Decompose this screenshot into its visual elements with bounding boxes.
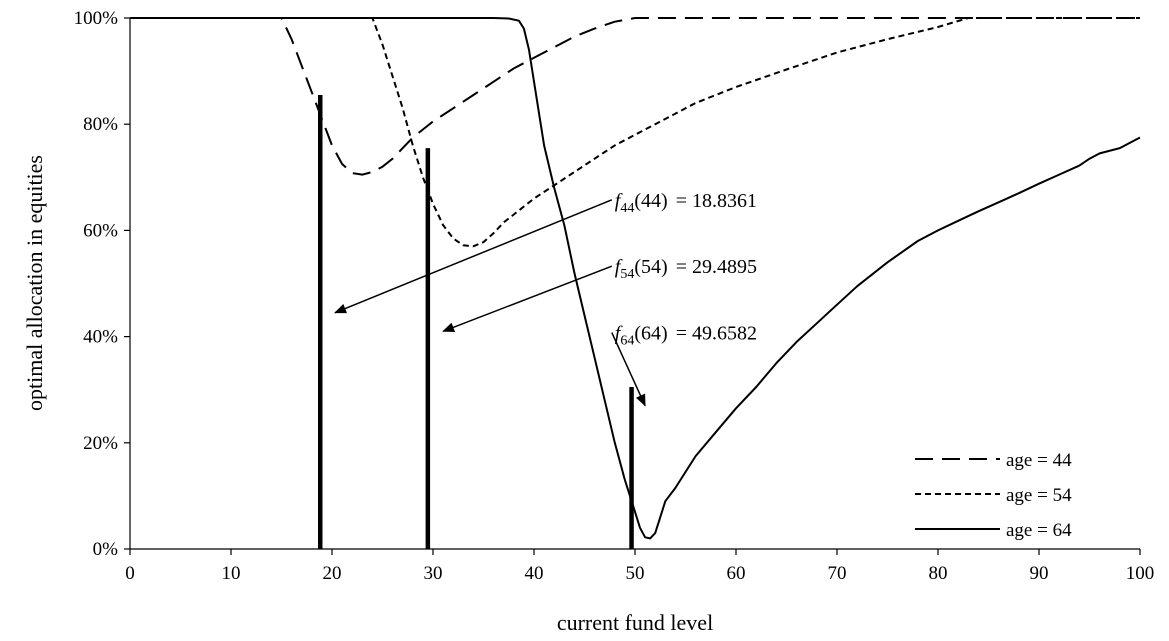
x-tick-label: 80 (929, 563, 948, 584)
y-tick-label: 0% (93, 539, 119, 560)
legend-label-age-44: age = 44 (1006, 450, 1072, 471)
y-ticks: 0% 20% 40% 60% 80% 100% (74, 8, 130, 560)
y-tick-label: 20% (83, 433, 118, 454)
annotation-arrow-3 (611, 332, 646, 407)
x-tick-label: 30 (424, 563, 443, 584)
annotations: f44(44) = 18.8361 f54(54) = 29.4895 f64(64) =… (334, 190, 757, 407)
x-tick-label: 90 (1030, 563, 1049, 584)
y-axis-title: optimal allocation in equities (22, 155, 47, 411)
y-tick-label: 60% (83, 220, 118, 241)
y-tick-label: 100% (74, 8, 119, 29)
annotation-arrow-2 (442, 265, 613, 332)
annotation-arrow-1 (334, 199, 613, 314)
series-line-2 (130, 17, 1140, 248)
x-tick-label: 70 (828, 563, 847, 584)
annotation-label-1: f44(44) = 18.8361 (615, 190, 757, 216)
x-tick-label: 40 (525, 563, 544, 584)
x-tick-label: 10 (222, 563, 241, 584)
y-tick-label: 40% (83, 327, 118, 348)
x-ticks: 0 10 20 30 40 50 60 70 80 90 100 (125, 549, 1154, 584)
x-tick-label: 0 (125, 563, 135, 584)
legend-label-age-64: age = 64 (1006, 520, 1072, 541)
x-tick-label: 50 (626, 563, 645, 584)
legend: age = 44 age = 54 age = 64 (915, 450, 1072, 541)
x-tick-label: 100 (1126, 563, 1155, 584)
y-tick-label: 80% (83, 114, 118, 135)
series-line-1 (130, 17, 1140, 176)
vertical-bars (317, 94, 634, 549)
x-tick-label: 20 (323, 563, 342, 584)
series-layer (130, 17, 1141, 540)
x-tick-label: 60 (727, 563, 746, 584)
legend-label-age-54: age = 54 (1006, 485, 1072, 506)
x-axis-title: current fund level (557, 610, 713, 635)
annotation-label-2: f54(54) = 29.4895 (615, 256, 757, 282)
series-line-3 (130, 17, 1141, 540)
annotation-label-3: f64(64) = 49.6582 (615, 323, 757, 349)
